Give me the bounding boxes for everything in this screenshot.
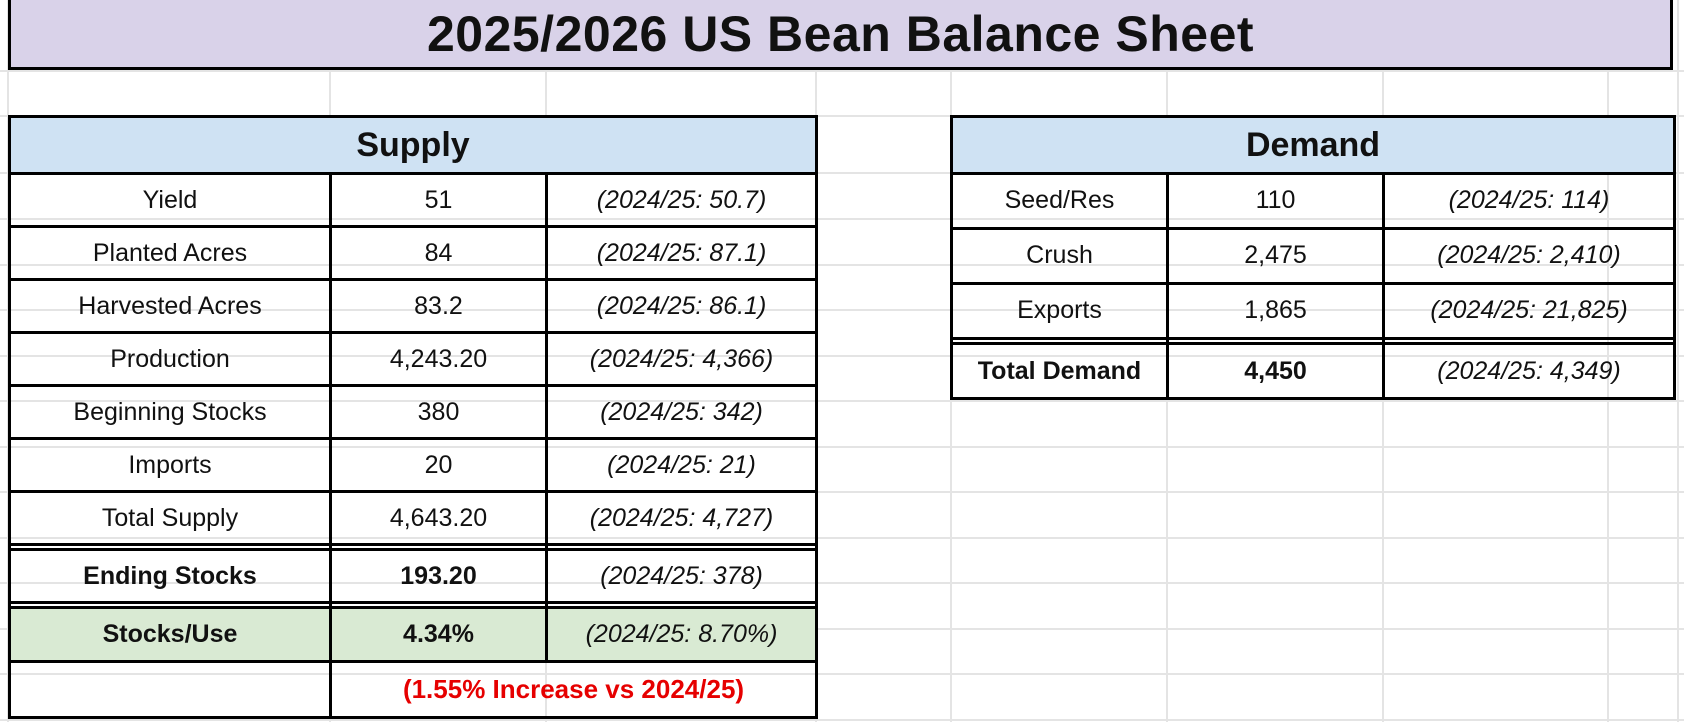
sheet-title-cell[interactable]: 2025/2026 US Bean Balance Sheet xyxy=(8,0,1673,70)
gridline xyxy=(0,537,1684,539)
empty-cell[interactable] xyxy=(1381,336,1677,346)
value-cell[interactable]: 20 xyxy=(329,437,548,494)
table-row: Total Supply 4,643.20 (2024/25: 4,727) xyxy=(8,490,819,547)
label-cell[interactable]: Total Supply xyxy=(8,490,332,547)
label-cell[interactable]: Yield xyxy=(8,171,332,229)
prior-cell[interactable]: (2024/25: 4,349) xyxy=(1381,342,1677,400)
empty-cell[interactable] xyxy=(329,543,548,552)
gridline xyxy=(0,446,1684,448)
prior-cell[interactable]: (2024/25: 378) xyxy=(544,548,819,605)
gridline xyxy=(0,400,1684,402)
prior-cell[interactable]: (2024/25: 21) xyxy=(544,437,819,494)
value-cell[interactable]: 4.34% xyxy=(329,606,548,663)
total-demand-row: Total Demand 4,450 (2024/25: 4,349) xyxy=(950,342,1677,400)
ghost-cell xyxy=(8,659,332,719)
gridline xyxy=(0,628,1684,630)
table-row: Seed/Res 110 (2024/25: 114) xyxy=(950,172,1677,230)
section-header-cell[interactable]: Supply xyxy=(7,115,819,175)
gridline xyxy=(0,70,1684,72)
table-row: Planted Acres 84 (2024/25: 87.1) xyxy=(8,225,819,282)
table-row: Exports 1,865 (2024/25: 21,825) xyxy=(950,281,1677,340)
empty-cell[interactable] xyxy=(8,601,332,610)
demand-header-row: Demand xyxy=(949,115,1677,175)
gridline xyxy=(0,491,1684,493)
label-cell[interactable]: Total Demand xyxy=(950,342,1169,400)
table-row xyxy=(8,601,819,610)
value-cell[interactable]: 1,865 xyxy=(1166,281,1385,340)
label-cell[interactable]: Stocks/Use xyxy=(8,606,332,663)
label-cell[interactable]: Seed/Res xyxy=(950,172,1169,230)
value-cell[interactable]: 4,450 xyxy=(1166,342,1385,400)
value-cell[interactable]: 2,475 xyxy=(1166,226,1385,285)
stocks-use-row: Stocks/Use 4.34% (2024/25: 8.70%) xyxy=(8,606,819,663)
gridline xyxy=(0,172,1684,174)
label-cell[interactable]: Production xyxy=(8,331,332,388)
prior-cell[interactable]: (2024/25: 86.1) xyxy=(544,278,819,335)
prior-cell[interactable]: (2024/25: 2,410) xyxy=(1381,226,1677,285)
table-row: Crush 2,475 (2024/25: 2,410) xyxy=(950,226,1677,285)
gridline xyxy=(0,582,1684,584)
gridline xyxy=(0,264,1684,266)
table-row xyxy=(8,543,819,552)
table-row xyxy=(950,336,1677,346)
supply-header-row: Supply xyxy=(7,115,819,175)
empty-cell[interactable] xyxy=(544,601,819,610)
value-cell[interactable]: 84 xyxy=(329,225,548,282)
value-cell[interactable]: 4,643.20 xyxy=(329,490,548,547)
gridline xyxy=(0,218,1684,220)
prior-cell[interactable]: (2024/25: 114) xyxy=(1381,172,1677,230)
gridline xyxy=(0,355,1684,357)
prior-cell[interactable]: (2024/25: 21,825) xyxy=(1381,281,1677,340)
table-row: Production 4,243.20 (2024/25: 4,366) xyxy=(8,331,819,388)
table-row: Yield 51 (2024/25: 50.7) xyxy=(8,171,819,229)
table-row: Ending Stocks 193.20 (2024/25: 378) xyxy=(8,548,819,605)
section-header-cell[interactable]: Demand xyxy=(949,115,1677,175)
label-cell[interactable]: Exports xyxy=(950,281,1169,340)
prior-cell[interactable]: (2024/25: 342) xyxy=(544,384,819,441)
value-cell[interactable]: 110 xyxy=(1166,172,1385,230)
gridline xyxy=(0,309,1684,311)
label-cell[interactable]: Beginning Stocks xyxy=(8,384,332,441)
empty-cell[interactable] xyxy=(329,601,548,610)
gridline xyxy=(0,719,1684,721)
gridline xyxy=(0,673,1684,675)
value-cell[interactable]: 380 xyxy=(329,384,548,441)
prior-cell[interactable]: (2024/25: 4,727) xyxy=(544,490,819,547)
note-row: (1.55% Increase vs 2024/25) xyxy=(8,659,819,719)
value-cell[interactable]: 51 xyxy=(329,171,548,229)
prior-cell[interactable]: (2024/25: 4,366) xyxy=(544,331,819,388)
gridline xyxy=(7,0,9,722)
value-cell[interactable]: 83.2 xyxy=(329,278,548,335)
value-cell[interactable]: 193.20 xyxy=(329,548,548,605)
label-cell[interactable]: Crush xyxy=(950,226,1169,285)
demand-table: Demand Seed/Res 110 (2024/25: 114) Crush… xyxy=(949,115,1677,400)
table-row: Beginning Stocks 380 (2024/25: 342) xyxy=(8,384,819,441)
gridline xyxy=(0,115,1684,117)
empty-cell[interactable] xyxy=(544,543,819,552)
empty-cell[interactable] xyxy=(950,336,1169,346)
empty-cell[interactable] xyxy=(1166,336,1385,346)
prior-cell[interactable]: (2024/25: 8.70%) xyxy=(544,606,819,663)
label-cell[interactable]: Ending Stocks xyxy=(8,548,332,605)
table-row: Harvested Acres 83.2 (2024/25: 86.1) xyxy=(8,278,819,335)
prior-cell[interactable]: (2024/25: 50.7) xyxy=(544,171,819,229)
label-cell[interactable]: Imports xyxy=(8,437,332,494)
value-cell[interactable]: 4,243.20 xyxy=(329,331,548,388)
label-cell[interactable]: Harvested Acres xyxy=(8,278,332,335)
table-row: Imports 20 (2024/25: 21) xyxy=(8,437,819,494)
gridline xyxy=(1677,0,1679,722)
supply-table: Supply Yield 51 (2024/25: 50.7) Planted … xyxy=(7,115,819,719)
label-cell[interactable]: Planted Acres xyxy=(8,225,332,282)
sheet-title: 2025/2026 US Bean Balance Sheet xyxy=(426,5,1255,62)
prior-cell[interactable]: (2024/25: 87.1) xyxy=(544,225,819,282)
empty-cell[interactable] xyxy=(8,543,332,552)
note-cell[interactable]: (1.55% Increase vs 2024/25) xyxy=(328,659,819,719)
